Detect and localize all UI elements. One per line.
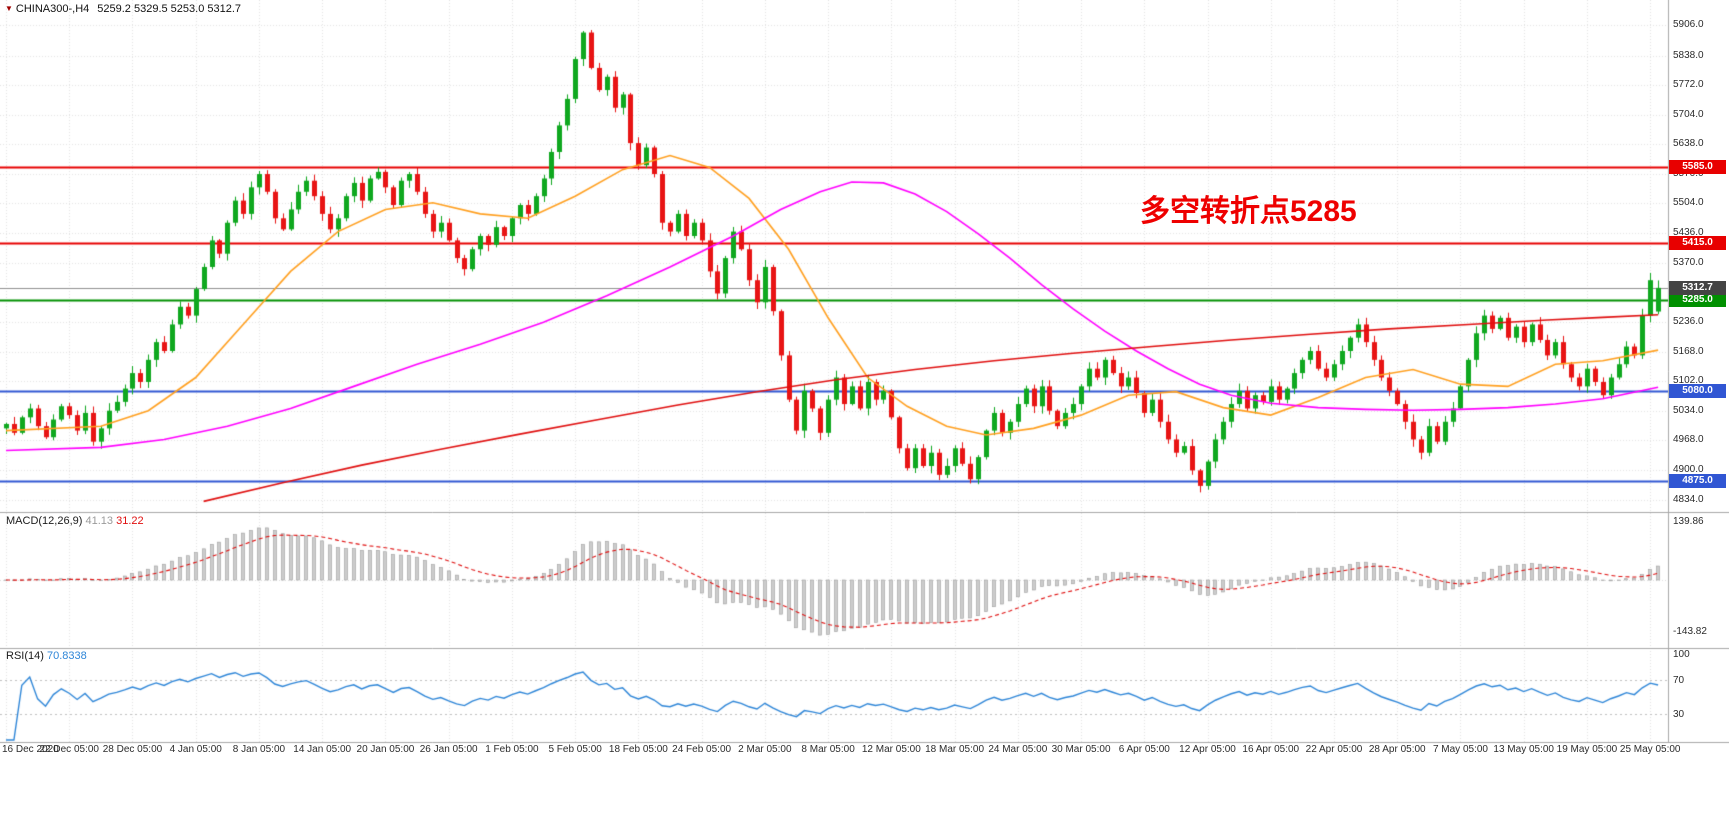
trading-chart-window: ▼ CHINA300-,H4 5259.2 5329.5 5253.0 5312.7… bbox=[0, 0, 1729, 839]
candlestick-chart-canvas[interactable] bbox=[0, 0, 1729, 839]
